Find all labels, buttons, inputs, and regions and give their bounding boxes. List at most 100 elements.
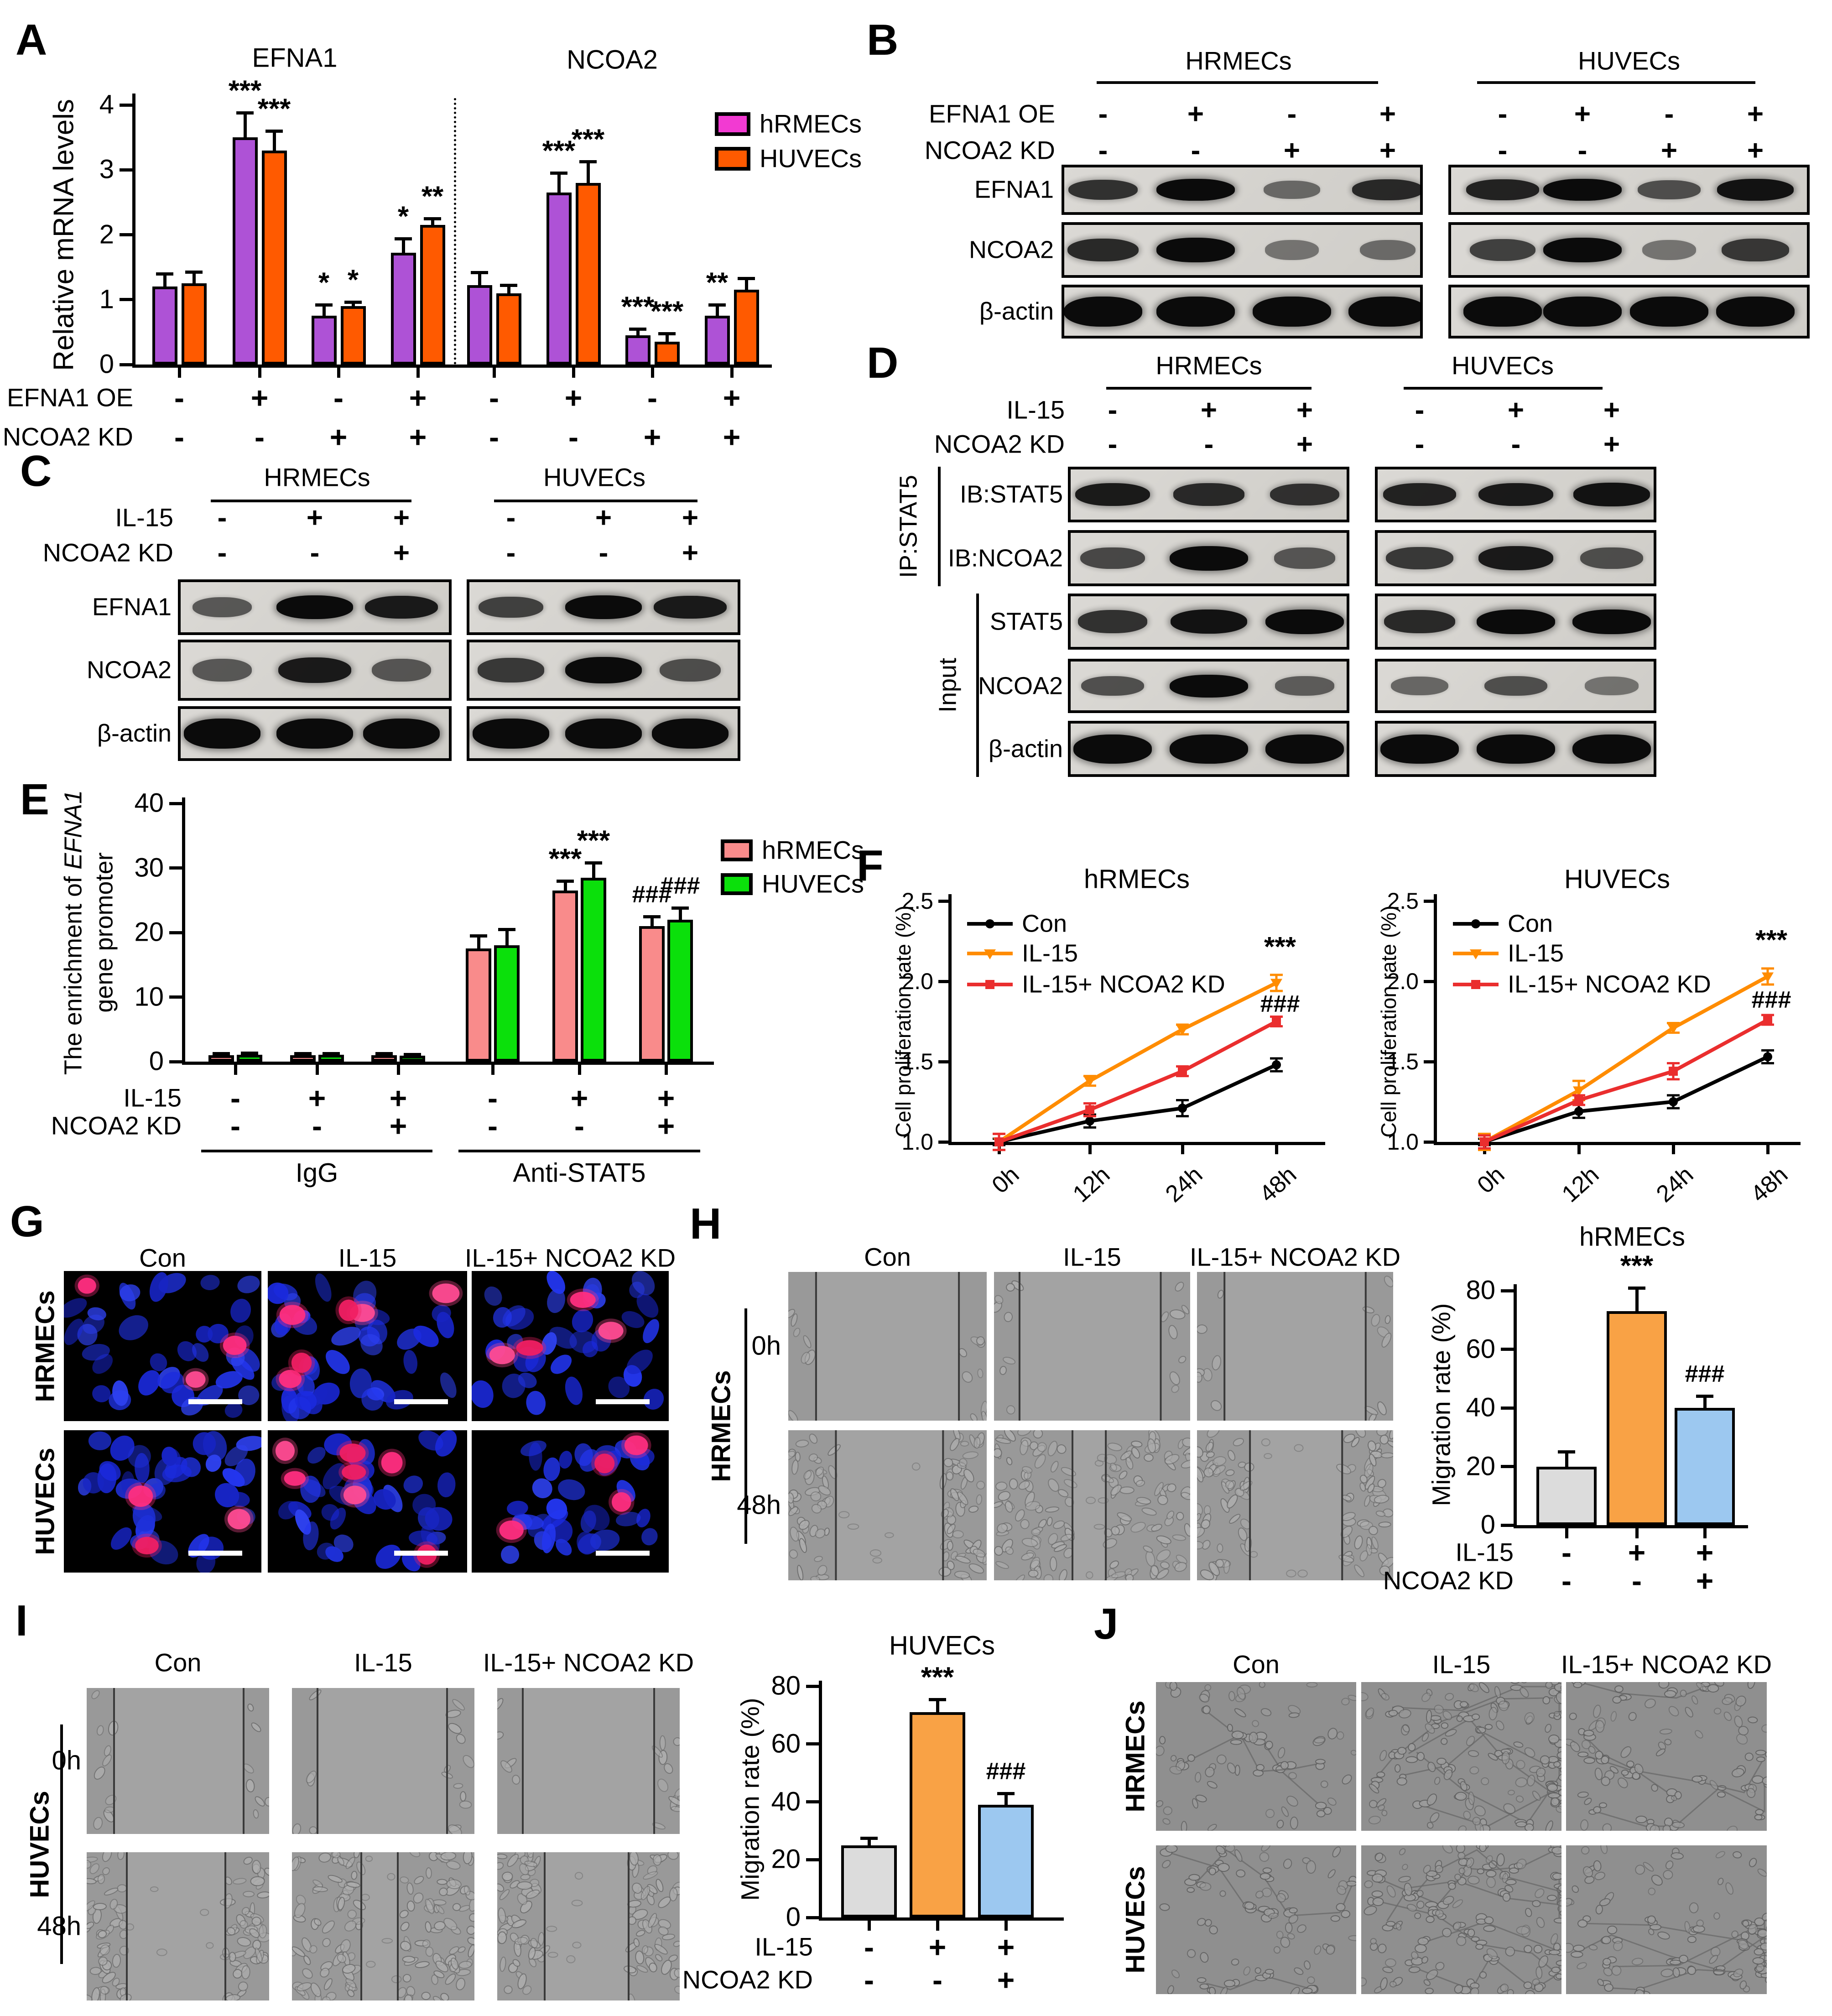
cell-type-bracket — [744, 1308, 747, 1544]
blot-band — [653, 595, 727, 619]
condition-value: + — [682, 502, 699, 534]
x-tick — [651, 368, 654, 378]
blot-band — [1156, 297, 1235, 327]
bar — [575, 182, 601, 365]
condition-row-label: EFNA1 OE — [7, 383, 133, 412]
error-cap — [344, 301, 362, 304]
y-axis — [132, 94, 135, 368]
legend-swatch — [721, 873, 753, 895]
sig-label: ### — [1751, 986, 1791, 1013]
legend-swatch — [721, 839, 753, 861]
condition-value: - — [1632, 1563, 1642, 1598]
condition-value: - — [506, 502, 516, 534]
chart-title: hRMECs — [1579, 1222, 1686, 1252]
blot-box — [1068, 467, 1349, 522]
blot-band — [1170, 734, 1248, 764]
condition-value: + — [409, 420, 427, 454]
x-tick — [1181, 1145, 1184, 1154]
blot-row-label: IB:NCOA2 — [947, 544, 1063, 572]
condition-value: + — [1696, 1535, 1714, 1569]
blot-band — [652, 719, 729, 749]
sig-label: ### — [1685, 1361, 1725, 1387]
error-whisker — [507, 285, 510, 293]
column-header: IL-15 — [338, 1243, 397, 1272]
condition-row-label: IL-15 — [755, 1932, 813, 1961]
condition-value: - — [1098, 98, 1108, 130]
condition-row-label: IL-15 — [115, 503, 173, 532]
y-tick-label: 40 — [771, 1787, 801, 1817]
condition-row-label: IL-15 — [1006, 395, 1065, 424]
error-cap — [708, 303, 726, 307]
legend-label: Con — [1022, 910, 1067, 938]
condition-value: - — [1415, 428, 1425, 460]
ip-group-line — [938, 467, 941, 586]
condition-row-label: NCOA2 KD — [42, 538, 173, 567]
y-tick — [1424, 899, 1434, 903]
row-label: HRMECs — [1120, 1700, 1150, 1813]
y-tick — [120, 168, 132, 172]
condition-value: + — [1296, 394, 1313, 426]
blot-row-label: β-actin — [988, 735, 1063, 763]
blot-band — [184, 719, 260, 749]
error-cap — [629, 327, 646, 331]
y-tick — [1501, 1465, 1514, 1468]
condition-value: + — [306, 502, 323, 534]
blot-band — [1263, 181, 1320, 199]
condition-value: - — [310, 537, 320, 569]
error-whisker — [431, 218, 434, 225]
blot-row-label: IB:STAT5 — [959, 480, 1063, 508]
x-tick — [491, 1065, 494, 1075]
error-whisker — [586, 161, 590, 183]
sig-label: ** — [421, 181, 444, 213]
error-cap — [671, 906, 689, 910]
tube-formation-image — [1156, 1682, 1356, 1831]
x-axis — [132, 365, 772, 368]
error-cap — [315, 303, 333, 307]
condition-value: + — [409, 380, 427, 415]
x-tick — [315, 1065, 319, 1075]
panel-a-label: A — [16, 16, 47, 64]
condition-value: - — [1415, 394, 1425, 426]
x-tick — [396, 1065, 400, 1075]
blot-band — [1478, 546, 1554, 570]
condition-row-label: EFNA1 OE — [929, 99, 1055, 128]
wound-assay-image — [292, 1852, 474, 2000]
header-underline — [1404, 387, 1603, 390]
blot-band — [371, 659, 432, 682]
y-axis — [1514, 1284, 1517, 1528]
blot-box — [178, 706, 452, 761]
blot-band — [1384, 610, 1456, 633]
blot-box — [1062, 285, 1423, 339]
error-cap — [471, 271, 488, 274]
condition-value: + — [1379, 135, 1396, 167]
bar — [552, 891, 578, 1062]
y-tick — [1501, 1523, 1514, 1527]
condition-row-label: IL-15 — [123, 1083, 182, 1112]
error-cap — [470, 934, 487, 938]
condition-value: - — [568, 420, 578, 454]
error-whisker — [650, 916, 654, 926]
blot-band — [1080, 547, 1145, 569]
tube-formation-image — [1566, 1682, 1767, 1831]
blot-band — [1717, 179, 1794, 201]
sig-label: ### — [986, 1758, 1026, 1785]
blot-band — [565, 595, 642, 619]
error-whisker — [665, 333, 669, 342]
sig-label: *** — [548, 843, 582, 875]
y-tick-label: 80 — [1466, 1275, 1495, 1305]
chart-title: HUVECs — [1564, 864, 1671, 894]
error-whisker — [163, 273, 167, 287]
y-tick-label: 0 — [149, 1046, 164, 1076]
legend-marker — [984, 949, 996, 959]
y-tick — [1501, 1348, 1514, 1351]
bar — [1607, 1311, 1667, 1525]
y-tick-label: 30 — [134, 853, 164, 883]
error-whisker — [1635, 1287, 1639, 1311]
blot-band — [1391, 676, 1448, 696]
time-label: 48h — [737, 1490, 781, 1520]
y-tick — [169, 802, 182, 805]
legend-label: hRMECs — [762, 835, 864, 865]
wound-assay-image — [1197, 1430, 1393, 1580]
